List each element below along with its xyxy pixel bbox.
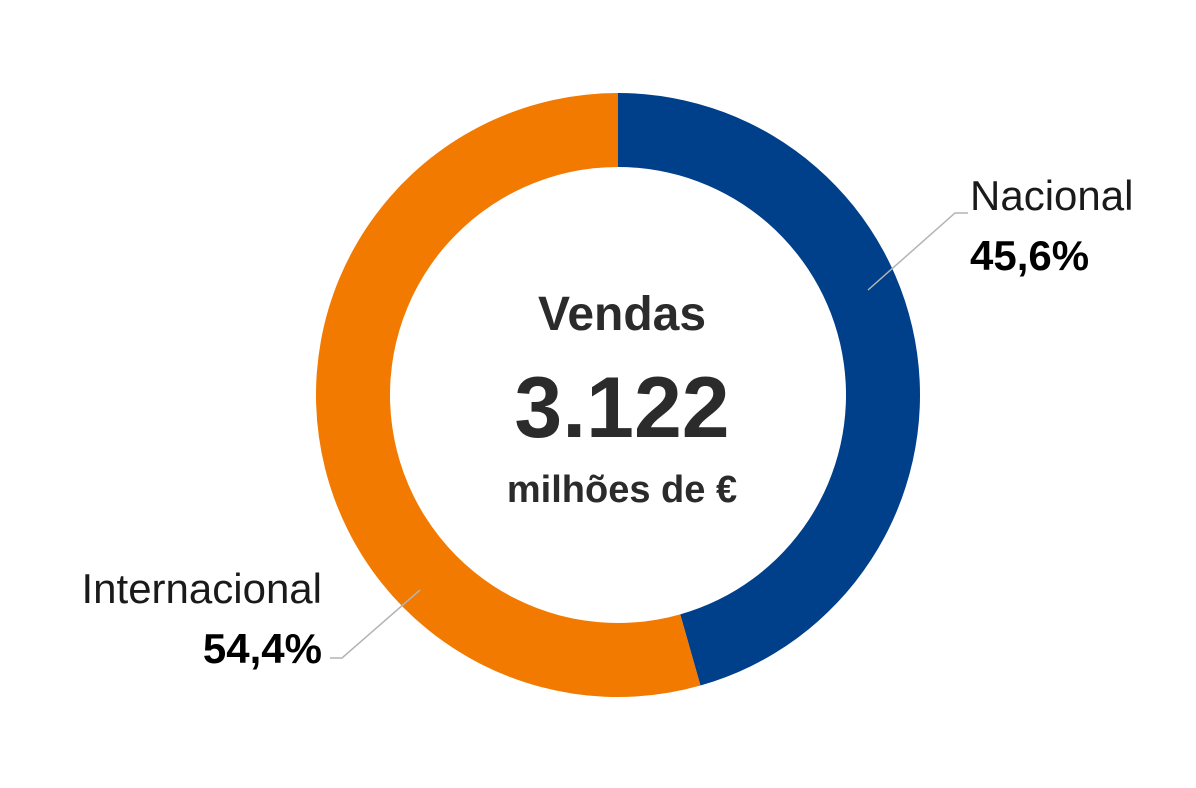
slice-label-nacional: Nacional: [970, 172, 1133, 219]
center-unit: milhões de €: [507, 469, 737, 511]
donut-slice-internacional: [316, 93, 701, 697]
slice-percent-internacional: 54,4%: [203, 625, 322, 672]
center-value: 3.122: [514, 360, 729, 456]
leader-line-internacional: [330, 589, 421, 659]
donut-slice-nacional: [618, 93, 920, 686]
leader-line-nacional: [867, 212, 968, 291]
slice-label-internacional: Internacional: [82, 565, 323, 612]
donut-slices: [316, 93, 920, 697]
slice-percent-nacional: 45,6%: [970, 232, 1089, 279]
center-title: Vendas: [538, 288, 706, 341]
